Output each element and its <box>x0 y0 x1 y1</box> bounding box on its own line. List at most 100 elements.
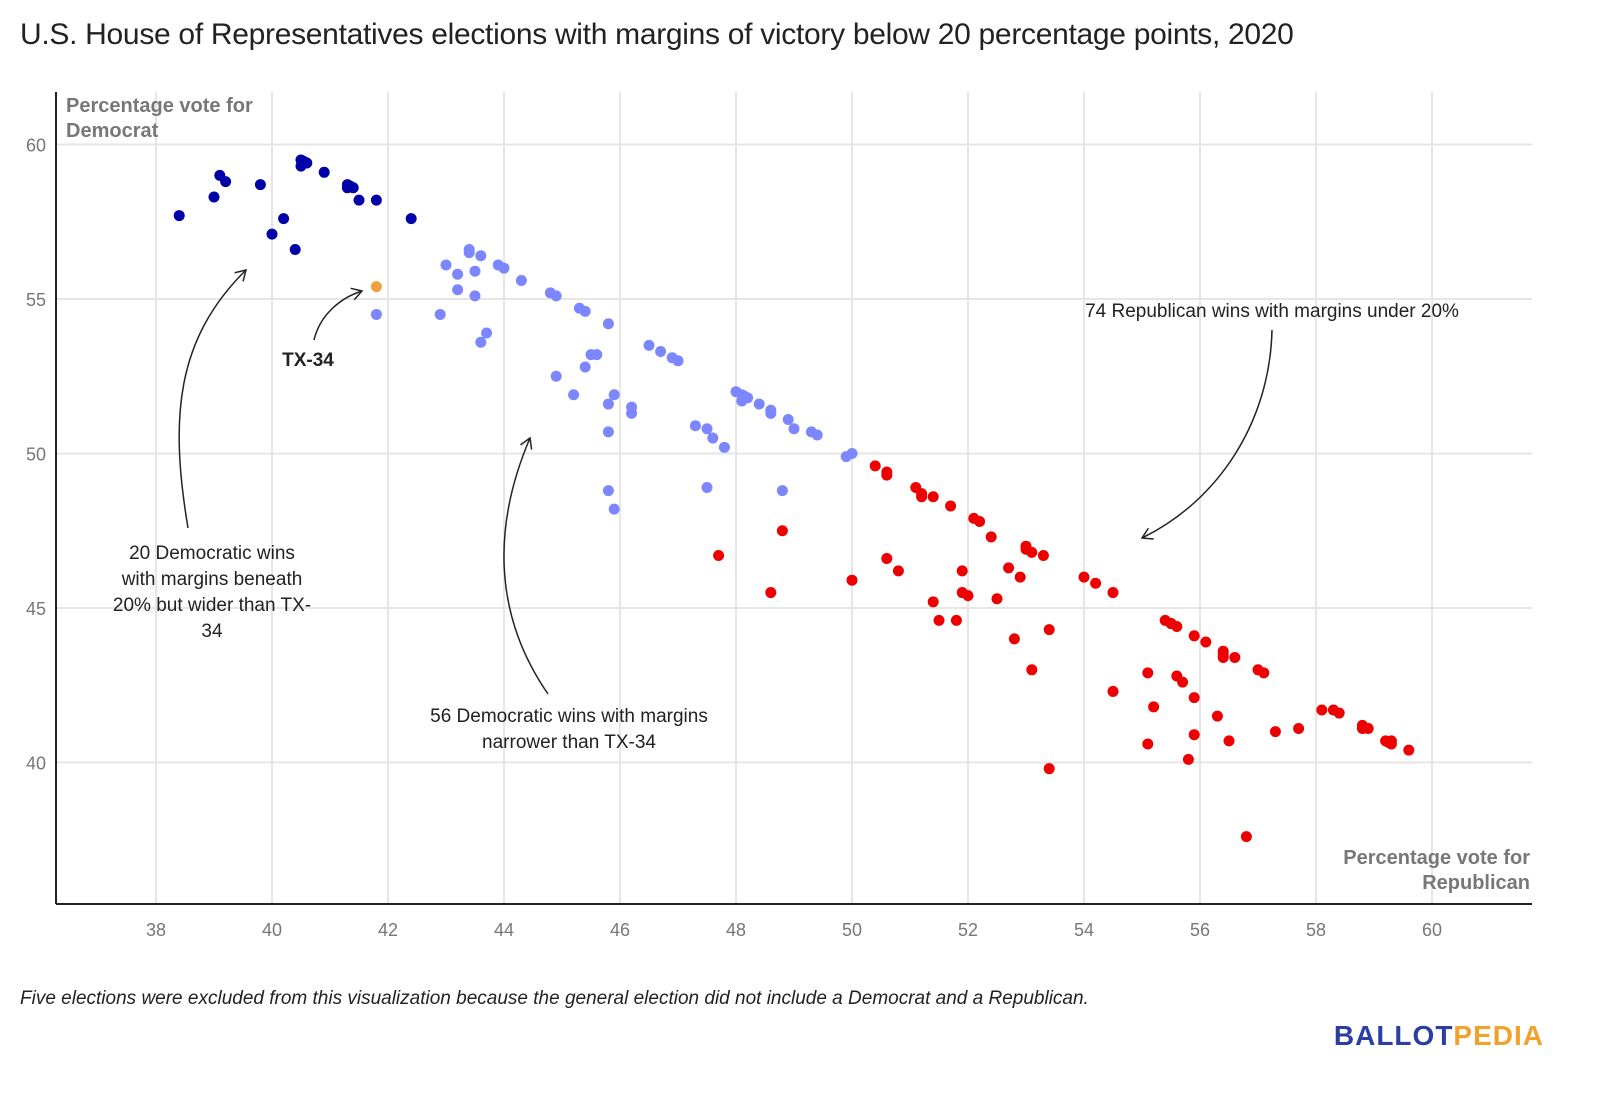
data-point-series-3 <box>933 614 945 626</box>
data-point-series-2 <box>602 398 614 410</box>
data-point-series-2 <box>515 274 527 286</box>
annotation-dem-wide-line: 34 <box>201 621 223 642</box>
x-tick-label: 50 <box>842 920 862 940</box>
gridlines <box>56 92 1532 904</box>
data-point-series-3 <box>1200 636 1212 648</box>
annotation-dem-wide-line: 20% but wider than TX- <box>113 595 311 616</box>
data-point-series-2 <box>788 423 800 435</box>
data-point-series-2 <box>602 318 614 330</box>
chart-title: U.S. House of Representatives elections … <box>20 18 1294 51</box>
data-point-series-0 <box>220 176 232 188</box>
data-points <box>173 154 1415 843</box>
annotation-arrow-0 <box>178 268 248 529</box>
data-point-series-3 <box>945 500 957 512</box>
data-point-series-3 <box>765 587 777 599</box>
data-point-series-0 <box>173 210 185 222</box>
data-point-series-3 <box>1107 685 1119 697</box>
data-point-series-3 <box>1107 587 1119 599</box>
annotation-dem-wide-line: 20 Democratic wins <box>129 543 295 564</box>
data-point-series-2 <box>550 290 562 302</box>
data-point-series-3 <box>991 593 1003 605</box>
data-point-series-3 <box>1142 667 1154 679</box>
data-point-series-2 <box>475 336 487 348</box>
data-point-series-3 <box>927 596 939 608</box>
data-point-series-2 <box>753 398 765 410</box>
data-point-series-2 <box>370 308 382 320</box>
data-point-series-3 <box>1258 667 1270 679</box>
data-point-series-3 <box>892 565 904 577</box>
annotation-dem-narrow-line: 56 Democratic wins with margins <box>430 706 708 727</box>
data-point-series-3 <box>1014 571 1026 583</box>
annotation-arrow-3 <box>1140 329 1273 540</box>
data-point-series-0 <box>370 194 382 206</box>
y-tick-label: 55 <box>26 290 46 310</box>
data-point-series-3 <box>1026 664 1038 676</box>
data-point-series-0 <box>353 194 365 206</box>
logo-part-pedia: PEDIA <box>1453 1020 1544 1051</box>
data-point-series-3 <box>962 590 974 602</box>
x-tick-label: 42 <box>378 920 398 940</box>
data-point-series-2 <box>591 349 603 361</box>
data-point-series-3 <box>1188 729 1200 741</box>
data-point-series-2 <box>550 370 562 382</box>
y-axis-label-line: Percentage vote for <box>66 95 253 117</box>
data-point-series-2 <box>739 390 751 402</box>
x-tick-label: 46 <box>610 920 630 940</box>
data-point-series-3 <box>846 574 858 586</box>
data-point-series-2 <box>434 308 446 320</box>
annotations: 20 Democratic wins with margins beneath 20… <box>113 268 1459 753</box>
data-point-series-3 <box>1333 707 1345 719</box>
data-point-series-3 <box>1148 701 1160 713</box>
data-point-series-2 <box>452 268 464 280</box>
data-point-series-3 <box>916 488 928 500</box>
data-point-series-0 <box>318 166 330 178</box>
data-point-series-2 <box>463 247 475 259</box>
annotation-arrow-2 <box>503 436 549 695</box>
data-point-series-3 <box>869 460 881 472</box>
data-point-series-3 <box>985 531 997 543</box>
annotation-dem-wide: 20 Democratic wins with margins beneath 20… <box>113 543 311 642</box>
data-point-series-3 <box>1316 704 1328 716</box>
data-point-series-2 <box>765 407 777 419</box>
annotation-dem-wide-line: with margins beneath <box>121 569 303 590</box>
annotation-tx34: TX-34 <box>282 350 334 371</box>
data-point-series-2 <box>626 407 638 419</box>
data-point-series-3 <box>1177 676 1189 688</box>
data-point-series-3 <box>1008 633 1020 645</box>
data-point-series-0 <box>254 179 266 191</box>
ballotpedia-logo: BALLOTPEDIA <box>1334 1020 1544 1052</box>
data-point-series-3 <box>1003 562 1015 574</box>
y-tick-label: 40 <box>26 754 46 774</box>
y-axis-label-line: Democrat <box>66 120 159 142</box>
data-point-series-3 <box>1078 571 1090 583</box>
y-tick-label: 60 <box>26 136 46 156</box>
data-point-series-3 <box>974 515 986 527</box>
data-point-series-2 <box>701 423 713 435</box>
data-point-series-2 <box>846 448 858 459</box>
data-point-series-2 <box>655 346 667 358</box>
data-point-series-2 <box>643 339 655 351</box>
data-point-series-2 <box>608 503 620 515</box>
data-point-series-2 <box>498 262 510 274</box>
data-point-series-3 <box>1362 723 1374 735</box>
data-point-series-0 <box>278 213 290 225</box>
data-point-series-1 <box>370 281 382 293</box>
data-point-series-3 <box>1142 738 1154 750</box>
data-point-series-3 <box>1188 692 1200 704</box>
data-point-series-3 <box>950 614 962 626</box>
data-point-series-3 <box>1043 763 1055 775</box>
data-point-series-2 <box>776 485 788 497</box>
y-tick-label: 50 <box>26 445 46 465</box>
axes <box>55 92 1532 905</box>
data-point-series-3 <box>1269 726 1281 738</box>
data-point-series-2 <box>811 429 823 441</box>
data-point-series-2 <box>718 441 730 453</box>
data-point-series-3 <box>1043 624 1055 636</box>
data-point-series-0 <box>266 228 278 240</box>
annotation-dem-narrow-line: narrower than TX-34 <box>482 732 656 753</box>
x-tick-label: 56 <box>1190 920 1210 940</box>
data-point-series-0 <box>344 180 356 192</box>
annotation-arrow-1 <box>313 287 364 341</box>
data-point-series-2 <box>579 305 591 317</box>
data-point-series-2 <box>481 327 493 339</box>
